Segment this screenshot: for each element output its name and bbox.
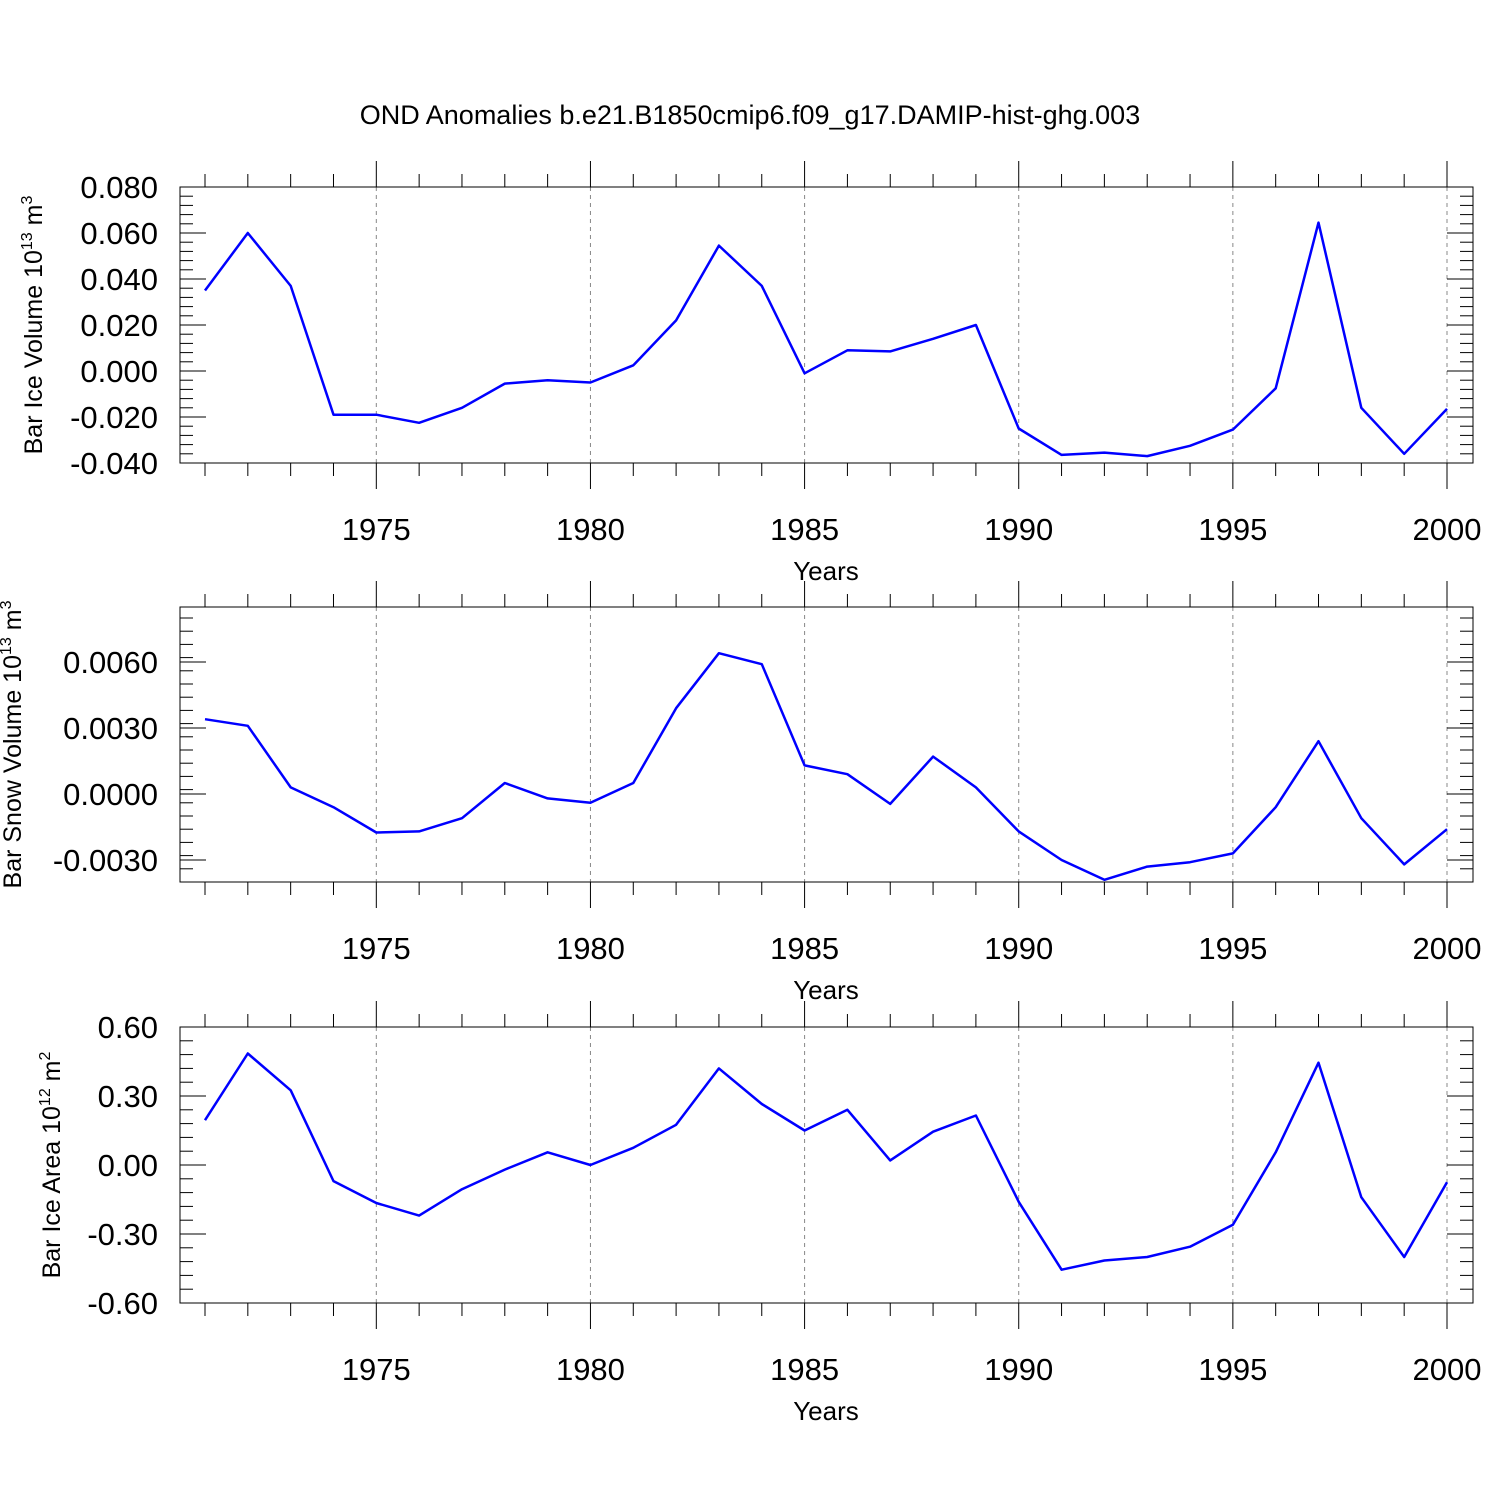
y-axis-label: Bar Ice Area 1012 m2 (37, 1052, 66, 1279)
y-axis-label-unit: m (20, 205, 48, 233)
x-axis-label: Years (793, 1396, 859, 1426)
x-tick-label: 2000 (1413, 512, 1482, 547)
x-axis-label: Years (793, 556, 859, 586)
y-axis-label: Bar Ice Volume 1013 m3 (19, 196, 48, 455)
y-axis-label-text: Bar Ice Area 10 (38, 1106, 66, 1278)
x-tick-label: 1985 (770, 931, 839, 966)
x-tick-label: 1980 (556, 1352, 625, 1387)
x-tick-label: 1985 (770, 512, 839, 547)
x-tick-label: 1995 (1198, 1352, 1267, 1387)
x-tick-label: 1990 (984, 1352, 1053, 1387)
y-tick-label: -0.040 (70, 446, 158, 481)
panels: -0.040 -0.020 0.000 0.020 0.040 0.060 0.080 197… (0, 161, 1481, 1426)
chart-panel-2: -0.0030 0.0000 0.0030 0.0060 1975 1980 1985 199… (0, 581, 1481, 1005)
y-tick-label: 0.60 (98, 1010, 158, 1045)
y-tick-label: 0.000 (80, 354, 158, 389)
y-tick-label: 0.0060 (63, 645, 158, 680)
y-axis-label-unit-exponent: 3 (0, 600, 15, 609)
y-axis-label-unit: m (0, 609, 27, 637)
y-tick-label: -0.60 (87, 1286, 158, 1321)
y-axis-label-exponent: 13 (19, 232, 36, 250)
x-tick-label: 1975 (342, 931, 411, 966)
y-axis-label: Bar Snow Volume 1013 m3 (0, 600, 27, 888)
x-tick-label: 1990 (984, 931, 1053, 966)
y-axis-label-unit-exponent: 3 (19, 196, 36, 205)
y-axis-label-exponent: 13 (0, 637, 15, 655)
figure-title: OND Anomalies b.e21.B1850cmip6.f09_g17.D… (360, 100, 1140, 130)
x-axis-label: Years (793, 975, 859, 1005)
chart-panel-1: -0.040 -0.020 0.000 0.020 0.040 0.060 0.080 197… (19, 161, 1481, 586)
y-tick-label: -0.0030 (53, 843, 158, 878)
y-tick-label: 0.040 (80, 262, 158, 297)
y-axis-label-unit: m (38, 1061, 66, 1089)
y-tick-label: 0.020 (80, 308, 158, 343)
x-tick-label: 1995 (1198, 512, 1267, 547)
y-tick-label: 0.00 (98, 1148, 158, 1183)
y-tick-label: 0.060 (80, 216, 158, 251)
chart-panel-3: -0.60 -0.30 0.00 0.30 0.60 1975 1980 1985 1990 19… (37, 1001, 1481, 1426)
y-axis-label-unit-exponent: 2 (37, 1052, 54, 1061)
x-tick-label: 2000 (1413, 931, 1482, 966)
y-tick-label: 0.0000 (63, 777, 158, 812)
x-tick-label: 1990 (984, 512, 1053, 547)
y-tick-label: -0.30 (87, 1217, 158, 1252)
y-axis-label-exponent: 12 (37, 1088, 54, 1106)
x-tick-label: 1980 (556, 931, 625, 966)
y-tick-label: 0.30 (98, 1079, 158, 1114)
y-tick-label: -0.020 (70, 400, 158, 435)
y-axis-label-text: Bar Ice Volume 10 (20, 250, 48, 454)
series-line (203, 221, 1448, 458)
y-axis-label-text: Bar Snow Volume 10 (0, 655, 27, 888)
x-tick-label: 1985 (770, 1352, 839, 1387)
plot-frame (179, 606, 1474, 883)
x-tick-label: 1980 (556, 512, 625, 547)
x-tick-label: 1975 (342, 512, 411, 547)
x-tick-label: 1995 (1198, 931, 1267, 966)
x-tick-label: 1975 (342, 1352, 411, 1387)
series-line (204, 651, 1448, 882)
y-tick-label: 0.0030 (63, 711, 158, 746)
x-tick-label: 2000 (1413, 1352, 1482, 1387)
series-line (203, 1052, 1449, 1271)
y-tick-label: 0.080 (80, 170, 158, 205)
